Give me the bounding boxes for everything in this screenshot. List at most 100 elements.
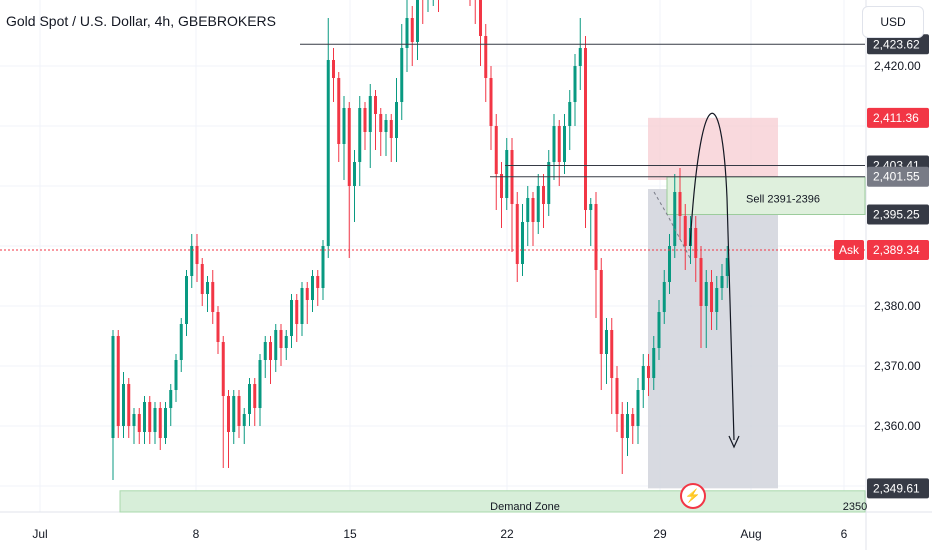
candle-body: [321, 246, 325, 288]
candle-body: [342, 108, 346, 144]
candle-body: [174, 360, 178, 390]
candle-body: [678, 192, 682, 216]
candle-body: [683, 216, 687, 246]
candle-body: [116, 336, 120, 426]
candle-body: [122, 384, 125, 426]
candle-body: [416, 0, 419, 42]
candle-body: [295, 300, 299, 324]
candle-body: [573, 66, 577, 102]
candle-body: [542, 186, 545, 204]
candle-body: [599, 270, 603, 354]
candle-body: [500, 174, 503, 198]
candle-body: [358, 108, 362, 162]
price-label-bg: [867, 204, 929, 225]
level-lines: [0, 43, 865, 449]
time-axis-label: Jul: [32, 527, 47, 541]
candle-body: [279, 330, 283, 348]
alert-bolt-icon[interactable]: ⚡: [680, 483, 706, 509]
candle-body: [626, 414, 629, 438]
candle-body: [164, 408, 167, 438]
candle-body: [395, 102, 398, 138]
candle-body: [610, 330, 614, 378]
price-labels: 2,420.00 2,380.00 2,370.00 2,360.00 2,423.62…: [32, 34, 929, 541]
candle-body: [720, 276, 724, 288]
demand-zone-label: Demand Zone: [490, 501, 560, 513]
candle-body: [111, 336, 115, 438]
candle-body: [594, 204, 598, 270]
candle-body: [353, 162, 356, 186]
candle-body: [531, 198, 535, 222]
candle-body: [137, 414, 141, 432]
candle-body: [237, 396, 241, 426]
price-label: 2,401.55: [873, 170, 920, 184]
candle-body: [636, 390, 640, 426]
candle-body: [311, 276, 314, 300]
candle-body: [552, 126, 556, 162]
candle-body: [479, 0, 482, 36]
candle-body: [143, 402, 146, 432]
candle-body: [557, 126, 561, 162]
candle-body: [290, 300, 293, 336]
projection-arrowhead: [728, 435, 740, 449]
candle-body: [662, 282, 666, 312]
price-tick-label: 2,420.00: [874, 59, 921, 73]
candle-body: [410, 18, 414, 42]
candle-body: [185, 276, 188, 324]
candle-body: [536, 186, 540, 222]
stop-loss-zone: [648, 117, 778, 180]
candle-body: [494, 126, 498, 174]
price-label: 2,349.61: [873, 481, 920, 495]
price-label: 2,395.25: [873, 208, 920, 222]
demand-zone: [119, 490, 866, 513]
candle-body: [563, 126, 566, 162]
candle-body: [148, 402, 152, 432]
candle-body: [300, 288, 304, 324]
price-label: 2,411.36: [873, 111, 919, 125]
candle-body: [195, 246, 199, 264]
time-axis-label: 15: [343, 527, 357, 541]
candle-body: [526, 198, 530, 222]
candle-body: [521, 222, 524, 264]
candle-body: [253, 384, 257, 408]
price-tick-label: 2,380.00: [874, 299, 921, 313]
candle-body: [211, 282, 215, 312]
time-axis-label: Aug: [740, 527, 761, 541]
candle-body: [699, 258, 703, 306]
candle-body: [668, 246, 671, 282]
candle-body: [200, 264, 204, 294]
demand-zone-price: 2350: [843, 501, 867, 513]
candle-body: [484, 36, 488, 78]
candle-body: [248, 384, 251, 414]
candle-body: [615, 378, 619, 414]
candle-body: [710, 282, 713, 312]
candle-body: [657, 312, 661, 348]
candle-body: [258, 360, 262, 408]
price-tick-label: 2,370.00: [874, 359, 921, 373]
candle-body: [169, 390, 173, 408]
chart-title: Gold Spot / U.S. Dollar, 4h, GBEBROKERS: [6, 13, 276, 29]
target-zone: [648, 189, 778, 489]
candle-body: [379, 114, 383, 132]
candles: [111, 0, 729, 480]
candle-body: [505, 150, 509, 198]
ask-badge: [834, 239, 864, 260]
candle-body: [221, 342, 225, 396]
candle-body: [725, 258, 729, 276]
price-label-bg: [867, 478, 929, 499]
candle-body: [384, 120, 388, 132]
candle-body: [489, 78, 493, 126]
candle-body: [389, 120, 393, 138]
currency-button[interactable]: USD: [862, 6, 924, 38]
candle-body: [673, 192, 677, 246]
price-tick-label: 2,360.00: [874, 419, 921, 433]
price-label: 2,423.62: [873, 37, 920, 51]
candle-body: [132, 414, 136, 426]
candle-body: [694, 228, 698, 258]
candle-body: [227, 396, 230, 432]
candle-body: [332, 60, 335, 78]
candle-body: [179, 324, 183, 360]
candle-body: [620, 414, 624, 438]
candle-body: [368, 96, 372, 132]
candle-body: [153, 408, 157, 432]
